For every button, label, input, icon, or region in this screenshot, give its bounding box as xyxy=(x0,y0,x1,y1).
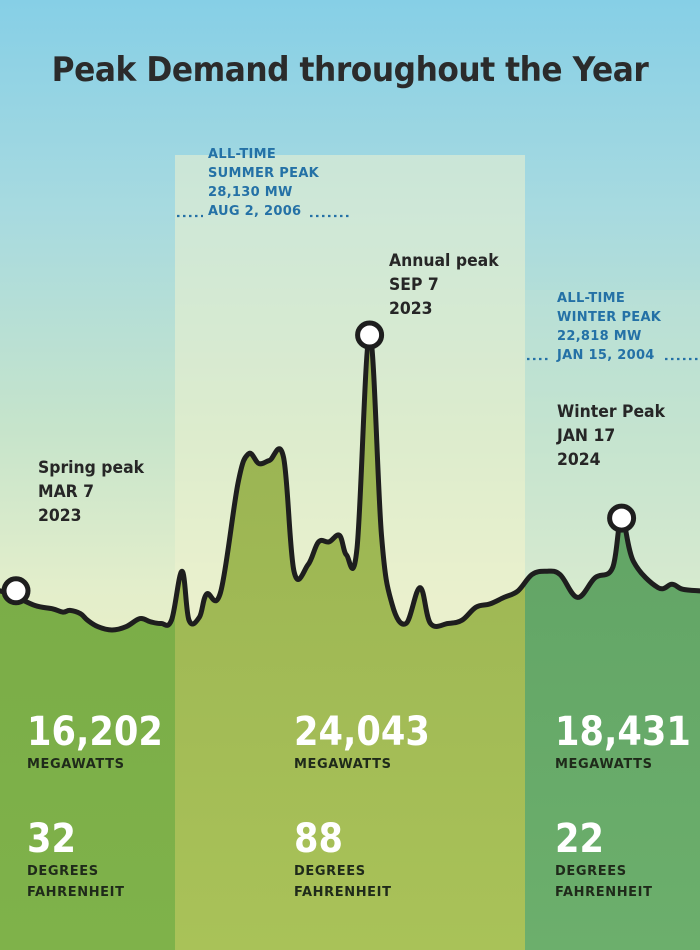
summer-record: ALL-TIME SUMMER PEAK 28,130 MW AUG 2, 20… xyxy=(208,145,319,221)
annual-peak-label: Annual peak xyxy=(389,251,499,271)
spring-temp-unit-1: DEGREES xyxy=(27,864,99,879)
winter-megawatts: 18,431 xyxy=(555,709,691,755)
spring-megawatts: 16,202 xyxy=(27,709,163,755)
winter-megawatts-label: MEGAWATTS xyxy=(555,757,653,772)
spring-megawatts-label: MEGAWATTS xyxy=(27,757,125,772)
winter-band xyxy=(525,290,700,590)
winter-peak-label: Winter Peak xyxy=(557,402,666,422)
spring-stats: 16,202 MEGAWATTS 32 DEGREES FAHRENHEIT xyxy=(27,710,181,903)
summer-record-line1: ALL-TIME xyxy=(208,147,277,162)
annual-peak-annotation: Annual peak SEP 7 2023 xyxy=(389,249,499,321)
winter-peak-date: JAN 17 xyxy=(557,426,616,446)
winter-peak-annotation: Winter Peak JAN 17 2024 xyxy=(557,400,665,472)
spring-peak-date: MAR 7 xyxy=(38,482,95,502)
spring-temperature-block: 32 DEGREES FAHRENHEIT xyxy=(27,817,181,903)
summer-megawatts: 24,043 xyxy=(294,709,430,755)
summer-record-value: 28,130 MW xyxy=(208,185,293,200)
page-title: Peak Demand throughout the Year xyxy=(51,50,649,90)
winter-record-line1: ALL-TIME xyxy=(557,291,626,306)
summer-record-date: AUG 2, 2006 xyxy=(208,204,302,219)
spring-peak-year: 2023 xyxy=(38,506,82,526)
winter-record: ALL-TIME WINTER PEAK 22,818 MW JAN 15, 2… xyxy=(557,289,661,365)
summer-temp-unit-1: DEGREES xyxy=(294,864,366,879)
summer-temperature-block: 88 DEGREES FAHRENHEIT xyxy=(294,817,448,903)
winter-record-date: JAN 15, 2004 xyxy=(557,348,655,363)
winter-peak-year: 2024 xyxy=(557,450,601,470)
summer-record-line2: SUMMER PEAK xyxy=(208,166,320,181)
annual-peak-date: SEP 7 xyxy=(389,275,439,295)
summer-stats: 24,043 MEGAWATTS 88 DEGREES FAHRENHEIT xyxy=(294,710,448,903)
summer-temperature: 88 xyxy=(294,816,343,862)
spring-temperature: 32 xyxy=(27,816,76,862)
winter-temp-unit-2: FAHRENHEIT xyxy=(555,885,653,900)
spring-peak-annotation: Spring peak MAR 7 2023 xyxy=(38,456,144,528)
winter-temperature-block: 22 DEGREES FAHRENHEIT xyxy=(555,817,700,903)
peak-marker-annual-peak xyxy=(355,320,385,350)
demand-series-line xyxy=(0,332,700,633)
peak-marker-spring-peak xyxy=(1,576,31,606)
summer-megawatts-label: MEGAWATTS xyxy=(294,757,392,772)
winter-record-value: 22,818 MW xyxy=(557,329,642,344)
peak-marker-winter-peak xyxy=(607,503,637,533)
summer-temp-unit-2: FAHRENHEIT xyxy=(294,885,392,900)
winter-stats: 18,431 MEGAWATTS 22 DEGREES FAHRENHEIT xyxy=(555,710,700,903)
spring-peak-label: Spring peak xyxy=(38,458,145,478)
winter-temperature: 22 xyxy=(555,816,604,862)
winter-record-line2: WINTER PEAK xyxy=(557,310,662,325)
annual-peak-year: 2023 xyxy=(389,299,433,319)
peak-markers xyxy=(1,320,637,606)
winter-temp-unit-1: DEGREES xyxy=(555,864,627,879)
spring-temp-unit-2: FAHRENHEIT xyxy=(27,885,125,900)
